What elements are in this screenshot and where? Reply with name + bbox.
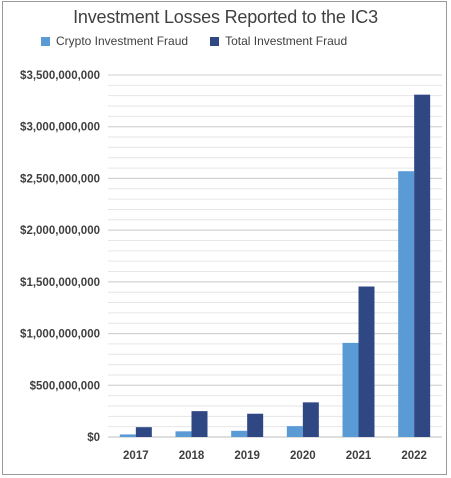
y-tick-label: $1,500,000,000 [20,277,100,289]
bar-crypto-2021 [342,342,359,437]
bar-crypto-2017 [119,434,136,437]
y-tick-label: $0 [87,432,100,444]
legend-item-total: Total Investment Fraud [210,34,347,48]
legend-swatch-crypto [41,36,50,46]
x-tick-label: 2018 [179,450,205,462]
y-tick-label: $500,000,000 [30,380,100,392]
y-tick-label: $1,000,000,000 [20,329,100,341]
legend-item-crypto: Crypto Investment Fraud [41,34,188,48]
y-tick-label: $3,000,000,000 [20,122,100,134]
bar-total-2022 [414,94,431,437]
legend-label-total: Total Investment Fraud [225,34,348,48]
bar-total-2018 [191,411,208,437]
y-tick-label: $2,000,000,000 [20,225,100,237]
bar-crypto-2022 [398,171,415,437]
legend-label-crypto: Crypto Investment Fraud [56,34,189,48]
bar-total-2021 [358,286,375,437]
chart-legend: Crypto Investment Fraud Total Investment… [41,34,347,48]
bar-crypto-2020 [286,426,303,437]
x-tick-label: 2020 [290,450,316,462]
y-tick-label: $3,500,000,000 [20,70,100,82]
y-tick-label: $2,500,000,000 [20,173,100,185]
bar-crypto-2018 [175,431,192,437]
bar-total-2019 [247,413,264,437]
bar-total-2017 [135,427,152,437]
x-tick-label: 2019 [234,450,260,462]
legend-swatch-total [210,36,220,46]
x-tick-label: 2017 [123,450,149,462]
bar-total-2020 [302,402,319,437]
bar-crypto-2019 [231,430,248,437]
chart-title: Investment Losses Reported to the IC3 [73,7,378,27]
x-tick-label: 2022 [401,450,427,462]
x-tick-label: 2021 [346,450,372,462]
